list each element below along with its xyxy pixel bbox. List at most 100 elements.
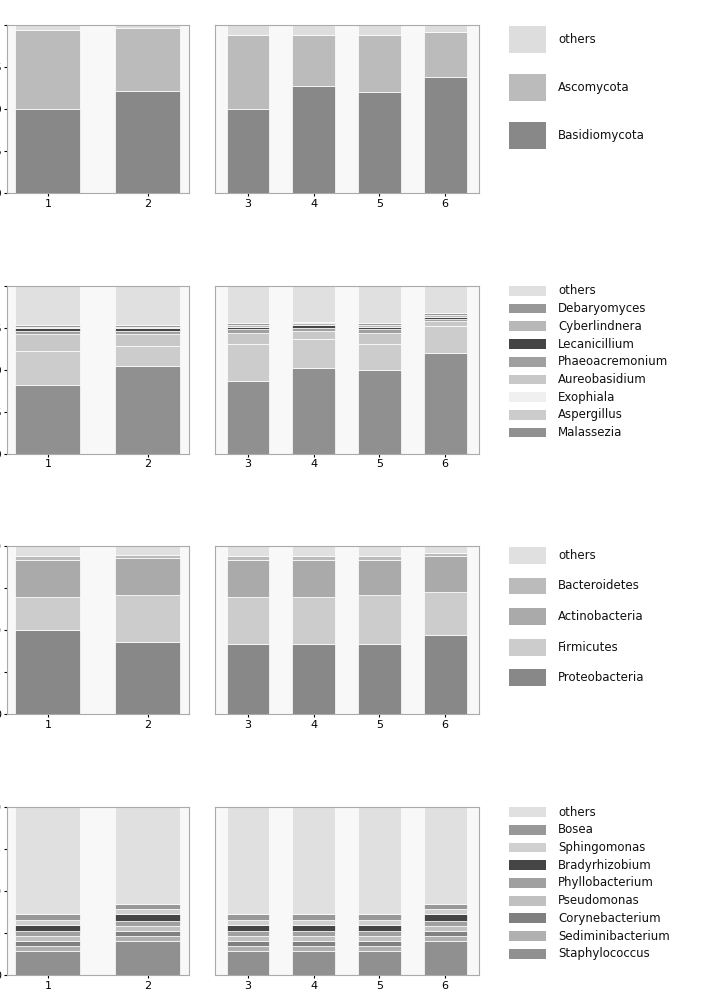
FancyBboxPatch shape [509,74,546,101]
Bar [292,86,335,193]
Bar [227,325,269,327]
Bar [227,925,269,931]
Bar [227,327,269,329]
Bar [227,936,269,941]
FancyBboxPatch shape [509,304,546,313]
Bar [358,323,401,325]
Text: Exophiala: Exophiala [559,391,615,404]
Bar [227,951,269,975]
Text: Proteobacteria: Proteobacteria [559,671,645,684]
Bar [424,635,467,714]
Bar [424,904,467,909]
Bar [292,286,335,322]
Bar [227,381,269,454]
Bar [292,368,335,454]
Bar [424,936,467,941]
Bar [424,926,467,931]
Bar [292,925,335,931]
FancyBboxPatch shape [509,931,546,941]
Bar [116,346,180,366]
Bar [116,909,180,914]
Bar [15,951,80,975]
Bar [358,595,401,644]
Bar [116,642,180,714]
Text: Sphingomonas: Sphingomonas [559,841,645,854]
Text: Phaeoacremonium: Phaeoacremonium [559,355,668,368]
Bar [15,546,80,556]
Text: Bradyrhizobium: Bradyrhizobium [559,859,652,872]
Text: Phyllobacterium: Phyllobacterium [559,876,654,889]
Bar [424,32,467,77]
Bar [292,328,335,331]
Bar [424,553,467,556]
Text: Debaryomyces: Debaryomyces [559,302,647,315]
Bar [15,936,80,941]
Bar [116,936,180,941]
FancyBboxPatch shape [509,375,546,384]
Bar [116,558,180,595]
Bar [424,77,467,193]
FancyBboxPatch shape [509,286,546,296]
Bar [292,914,335,920]
Bar [424,556,467,592]
Bar [358,560,401,595]
FancyBboxPatch shape [509,410,546,420]
Bar [116,28,180,91]
Text: Staphylococcus: Staphylococcus [559,947,650,960]
Bar [15,630,80,714]
Bar [227,941,269,946]
Bar [227,329,269,333]
Bar [227,109,269,193]
Bar [358,333,401,344]
Bar [15,25,80,30]
Bar [227,35,269,109]
Bar [15,920,80,925]
Bar [358,920,401,925]
Bar [292,920,335,925]
Bar [116,328,180,331]
Bar [15,931,80,936]
Text: Aureobasidium: Aureobasidium [559,373,647,386]
Bar [292,546,335,556]
FancyBboxPatch shape [509,843,546,852]
Bar [15,30,80,109]
FancyBboxPatch shape [509,878,546,888]
Bar [116,331,180,334]
Bar [424,546,467,553]
Bar [15,941,80,946]
Bar [227,344,269,381]
Bar [227,807,269,914]
Bar [15,328,80,331]
Bar [116,555,180,558]
Text: others: others [559,284,596,297]
Bar [15,331,80,334]
Bar [227,286,269,323]
Text: Basidiomycota: Basidiomycota [559,129,645,142]
Bar [358,807,401,914]
Bar [15,807,80,914]
FancyBboxPatch shape [509,122,546,149]
Bar [116,595,180,642]
Text: Lecanicillium: Lecanicillium [559,338,635,351]
Text: Corynebacterium: Corynebacterium [559,912,661,925]
Bar [424,353,467,454]
Bar [358,329,401,333]
FancyBboxPatch shape [509,392,546,402]
FancyBboxPatch shape [509,608,546,625]
Bar [227,920,269,925]
Bar [358,286,401,323]
Bar [424,317,467,319]
Bar [15,286,80,325]
Bar [116,931,180,936]
FancyBboxPatch shape [509,578,546,594]
Bar [227,323,269,325]
Bar [358,931,401,936]
Bar [424,315,467,317]
Bar [358,546,401,556]
Bar [227,560,269,597]
Bar [116,926,180,931]
Bar [15,109,80,193]
Text: others: others [559,806,596,819]
Bar [227,597,269,644]
Text: Sediminibacterium: Sediminibacterium [559,930,670,943]
